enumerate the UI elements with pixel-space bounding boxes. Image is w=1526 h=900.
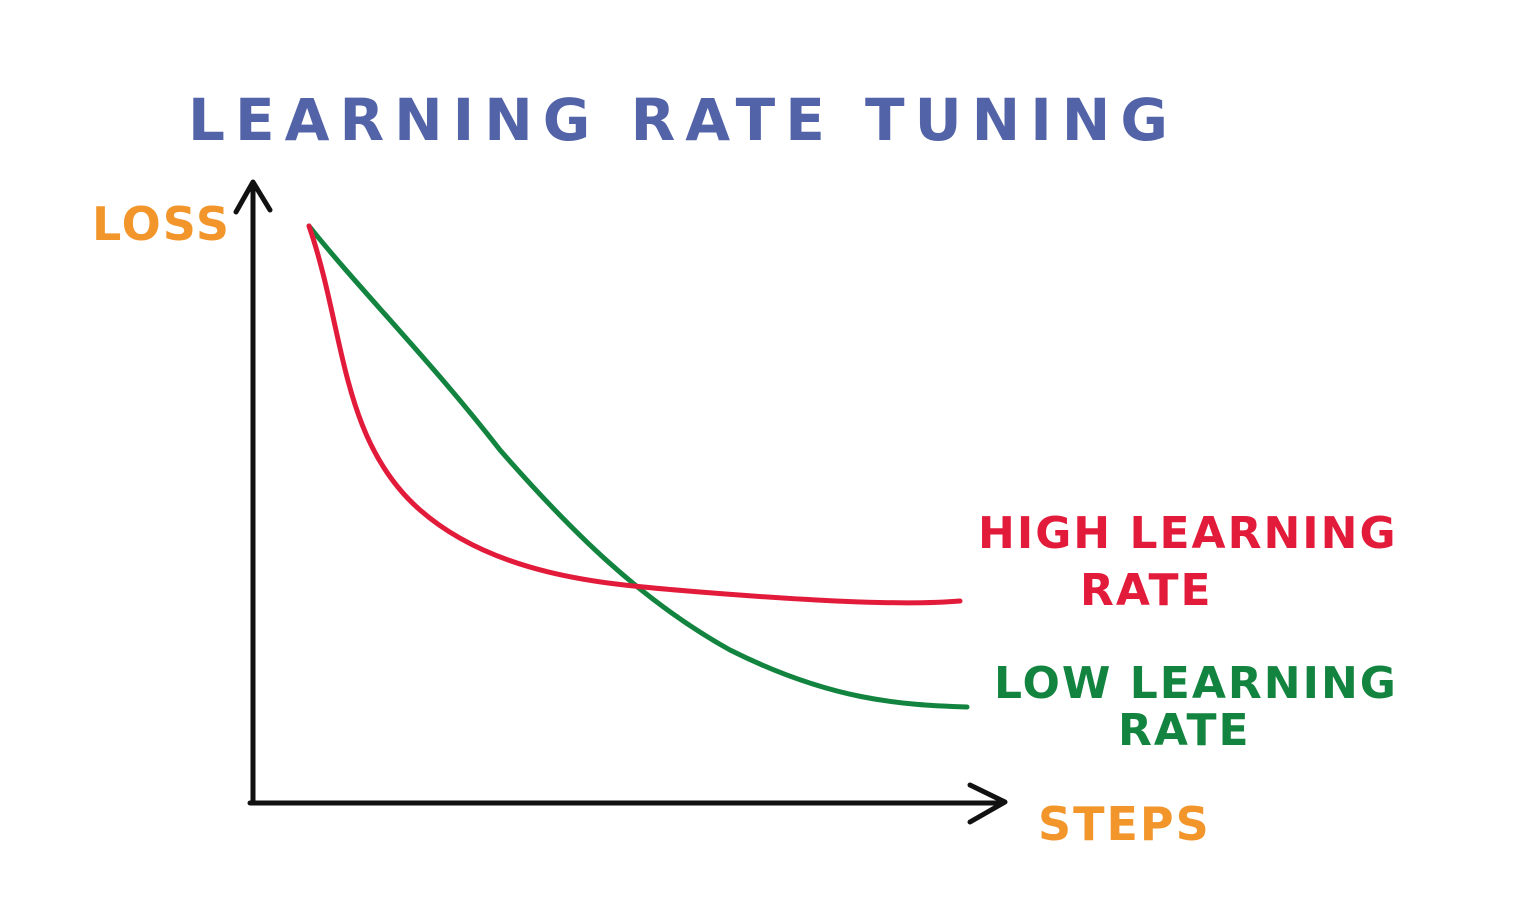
- low-learning-rate-label: LOW LEARNING: [994, 658, 1398, 709]
- high-learning-rate-label: HIGH LEARNING: [978, 508, 1398, 559]
- diagram-title: LEARNING RATE TUNING: [188, 86, 1178, 154]
- low-learning-rate-label-rate: RATE: [1118, 705, 1251, 756]
- y-axis-arrowhead-icon: [233, 179, 273, 215]
- y-axis-label: LOSS: [92, 197, 231, 251]
- low-learning-rate-curve: [306, 223, 970, 710]
- high-learning-rate-curve: [306, 223, 963, 606]
- x-axis-arrowhead-icon: [967, 782, 1008, 825]
- x-axis-label: STEPS: [1038, 797, 1211, 851]
- high-learning-rate-label-rate: RATE: [1080, 565, 1213, 616]
